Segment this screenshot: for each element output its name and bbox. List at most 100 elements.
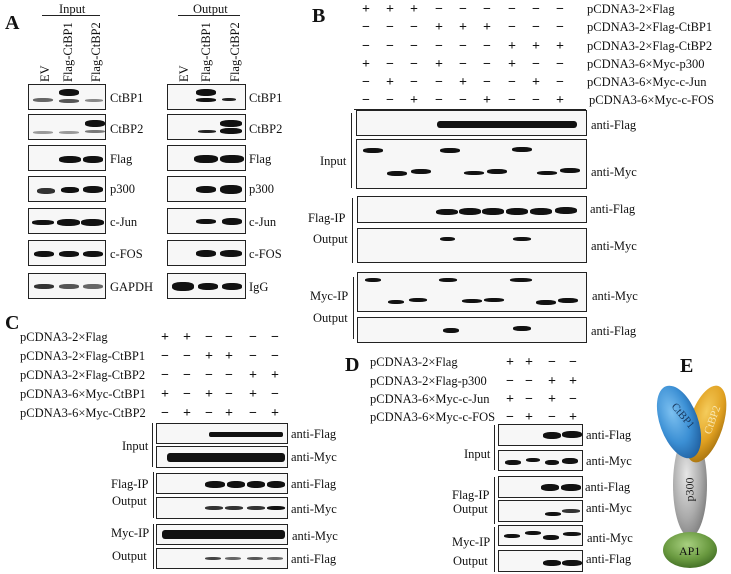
- ap1-shape: [663, 532, 717, 568]
- label-output-flag: Flag: [249, 152, 272, 166]
- sign: −: [362, 39, 370, 54]
- sign: −: [205, 368, 213, 383]
- sign: −: [249, 406, 257, 421]
- sign: +: [532, 75, 540, 90]
- group-label-c-myc-output: Output: [112, 549, 147, 563]
- bracket-d-input: [494, 425, 496, 470]
- sign: −: [508, 2, 516, 17]
- bracket-c-myc-ip: [153, 524, 155, 569]
- condition-label: pCDNA3-6×Myc-c-Jun: [587, 75, 707, 89]
- sign: −: [556, 75, 564, 90]
- sign: −: [459, 93, 467, 108]
- sign: +: [161, 330, 169, 345]
- label-b-mycip-myc: anti-Myc: [592, 289, 638, 303]
- label-c-flagip-myc: anti-Myc: [291, 502, 337, 516]
- sign: −: [508, 75, 516, 90]
- sign: −: [205, 330, 213, 345]
- sign: −: [532, 93, 540, 108]
- ap1-label: AP1: [679, 544, 701, 558]
- blot-c-input-myc: [156, 446, 288, 468]
- sign: −: [410, 39, 418, 54]
- group-label-flag-output: Output: [313, 232, 348, 246]
- sign: −: [183, 368, 191, 383]
- blot-c-flagip-flag: [156, 473, 288, 494]
- sign: +: [569, 374, 577, 389]
- sign: +: [249, 387, 257, 402]
- condition-label: pCDNA3-6×Myc-CtBP2: [20, 406, 146, 420]
- sign: +: [508, 57, 516, 72]
- group-label-myc-ip: Myc-IP: [310, 289, 349, 303]
- lane-label-ev-out: EV: [177, 65, 191, 82]
- sign: +: [435, 57, 443, 72]
- label-b-input-flag: anti-Flag: [591, 118, 637, 132]
- blot-input-cjun: [28, 208, 106, 234]
- sign: +: [532, 39, 540, 54]
- sign: +: [183, 330, 191, 345]
- sign: −: [483, 75, 491, 90]
- group-label-c-myc-ip: Myc-IP: [111, 526, 150, 540]
- blot-d-input-flag: [498, 424, 583, 446]
- sign: +: [506, 392, 514, 407]
- panel-a-input-underline: [42, 15, 100, 17]
- label-b-flagip-flag: anti-Flag: [590, 202, 636, 216]
- blot-input-ctbp1: [28, 84, 106, 110]
- panel-a-output-underline: [178, 15, 240, 17]
- sign: +: [548, 374, 556, 389]
- group-label-d-myc-output: Output: [453, 554, 488, 568]
- blot-input-p300: [28, 176, 106, 202]
- lane-label-ev: EV: [38, 65, 52, 82]
- label-input-p300: p300: [110, 182, 135, 196]
- blot-c-mycip-flag: [156, 548, 288, 569]
- blot-d-input-myc: [498, 450, 583, 471]
- sign: +: [569, 410, 577, 425]
- sign: −: [532, 2, 540, 17]
- blot-c-flagip-myc: [156, 497, 288, 519]
- sign: +: [410, 93, 418, 108]
- sign: −: [225, 387, 233, 402]
- bracket-myc-ip: [353, 277, 355, 339]
- sign: −: [548, 410, 556, 425]
- bracket-d-myc-ip: [494, 527, 496, 572]
- sign: −: [556, 57, 564, 72]
- sign: −: [205, 406, 213, 421]
- sign: −: [556, 2, 564, 17]
- sign: +: [459, 20, 467, 35]
- blot-c-input-flag: [156, 423, 288, 444]
- blot-output-igg: [167, 273, 246, 299]
- panel-b-header-rule: [354, 109, 586, 111]
- condition-label: pCDNA3-6×Myc-c-FOS: [370, 410, 496, 424]
- sign: +: [205, 349, 213, 364]
- sign: −: [386, 20, 394, 35]
- sign: −: [386, 93, 394, 108]
- sign: −: [271, 349, 279, 364]
- sign: −: [532, 57, 540, 72]
- label-input-ctbp1: CtBP1: [110, 91, 144, 105]
- sign: −: [508, 20, 516, 35]
- sign: −: [271, 387, 279, 402]
- condition-label: pCDNA3-2×Flag-CtBP1: [20, 349, 146, 363]
- label-c-input-myc: anti-Myc: [291, 450, 337, 464]
- group-label-c-flag-output: Output: [112, 494, 147, 508]
- sign: −: [435, 75, 443, 90]
- sign: −: [362, 93, 370, 108]
- label-d-flagip-flag: anti-Flag: [585, 480, 631, 494]
- sign: −: [161, 406, 169, 421]
- blot-d-flagip-flag: [498, 476, 583, 498]
- label-input-ctbp2: CtBP2: [110, 122, 144, 136]
- group-label-d-flag-output: Output: [453, 502, 488, 516]
- sign: +: [483, 93, 491, 108]
- sign: +: [271, 368, 279, 383]
- sign: +: [435, 20, 443, 35]
- condition-label: pCDNA3-2×Flag: [587, 2, 675, 16]
- sign: +: [525, 410, 533, 425]
- group-label-flag-ip: Flag-IP: [308, 211, 346, 225]
- blot-d-mycip-flag: [498, 550, 583, 572]
- sign: −: [525, 392, 533, 407]
- bracket-d-flag-ip: [494, 477, 496, 524]
- group-label-d-myc-ip: Myc-IP: [452, 535, 491, 549]
- condition-label: pCDNA3-2×Flag: [20, 330, 108, 344]
- blot-b-flagip-flag: [357, 196, 587, 223]
- sign: −: [508, 93, 516, 108]
- sign: +: [459, 75, 467, 90]
- blot-output-ctbp2: [167, 114, 246, 140]
